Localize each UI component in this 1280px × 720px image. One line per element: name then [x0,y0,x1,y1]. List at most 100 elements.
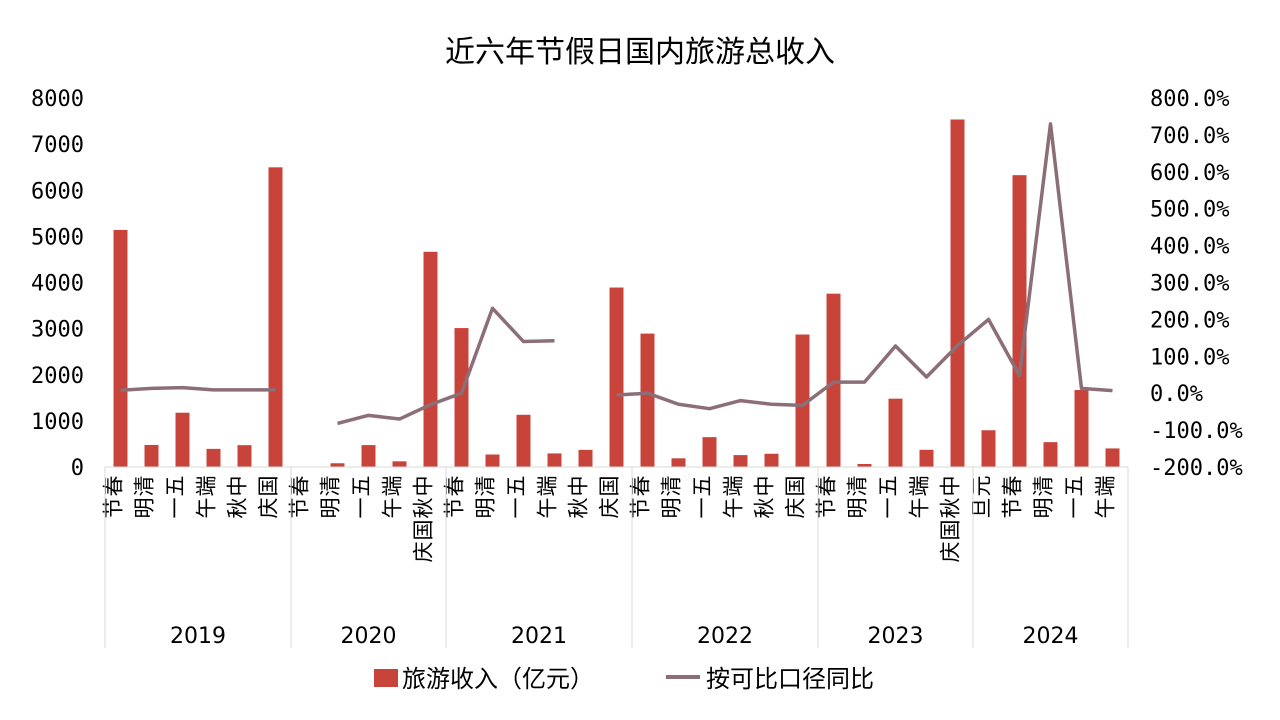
revenue-bar [888,398,903,467]
chart-title: 近六年节假日国内旅游总收入 [445,35,835,70]
revenue-bar [330,463,345,467]
right-tick-label: 300.0% [1150,272,1229,297]
revenue-bar [1043,442,1058,467]
left-tick-label: 2000 [31,364,84,389]
left-tick-label: 7000 [31,133,84,158]
category-label: 庆 [784,498,808,519]
category-label: 国 [412,520,436,541]
category-label: 秋 [753,498,777,519]
category-label: 庆 [412,542,436,563]
category-label: 五 [877,476,901,497]
category-label: 一 [350,498,374,519]
category-label: 端 [1094,476,1118,497]
revenue-bar [826,293,841,467]
category-label: 清 [474,476,498,497]
yoy-line-segment [616,122,1113,411]
year-label: 2023 [868,624,924,649]
category-label: 中 [412,476,436,497]
category-label: 春 [1001,476,1025,497]
revenue-bar [206,448,221,467]
category-label: 旦 [970,498,994,519]
category-label: 明 [1032,498,1056,519]
right-tick-label: -200.0% [1150,456,1243,481]
category-label: 春 [629,476,653,497]
revenue-bar [950,119,965,467]
revenue-bar [485,454,500,467]
category-label: 明 [474,498,498,519]
revenue-bar [857,464,872,467]
left-tick-label: 6000 [31,179,84,204]
bar-series [113,119,1120,468]
revenue-bar [1105,448,1120,467]
category-label: 明 [660,498,684,519]
category-label: 明 [846,498,870,519]
category-label: 节 [443,498,467,519]
year-label: 2020 [341,624,397,649]
category-label: 元 [970,476,994,497]
revenue-bar [733,455,748,467]
right-tick-label: -100.0% [1150,419,1243,444]
left-tick-label: 8000 [31,87,84,112]
category-label: 庆 [257,498,281,519]
category-label: 节 [102,498,126,519]
category-label: 端 [536,476,560,497]
year-label: 2019 [170,624,226,649]
category-label: 庆 [939,542,963,563]
category-label: 端 [908,476,932,497]
revenue-bar [764,453,779,467]
category-label: 明 [133,498,157,519]
revenue-bar [144,444,159,467]
category-label: 春 [102,476,126,497]
right-tick-label: 600.0% [1150,161,1229,186]
revenue-bar [1012,175,1027,468]
category-label: 中 [226,476,250,497]
category-label: 五 [350,476,374,497]
category-label: 五 [1063,476,1087,497]
category-label: 国 [784,476,808,497]
category-label: 庆 [598,498,622,519]
year-label: 2021 [511,624,567,649]
right-tick-label: 500.0% [1150,198,1229,223]
revenue-bar [237,445,252,467]
left-tick-label: 5000 [31,225,84,250]
category-label: 春 [288,476,312,497]
category-label: 端 [722,476,746,497]
revenue-bar [919,449,934,467]
revenue-bar [175,412,190,467]
left-tick-label: 0 [71,456,84,481]
left-tick-label: 1000 [31,410,84,435]
revenue-bar [113,229,128,467]
category-label: 节 [629,498,653,519]
category-label: 五 [164,476,188,497]
category-label: 一 [877,498,901,519]
revenue-bar [640,333,655,467]
yoy-line-segment [120,385,276,392]
category-label: 秋 [939,498,963,519]
category-label: 清 [1032,476,1056,497]
category-label: 一 [1063,498,1087,519]
revenue-bar [1074,390,1089,467]
right-tick-label: 700.0% [1150,124,1229,149]
right-y-axis: -200.0% -100.0% 0.0% 100.0% 200.0% 300.0% 400.… [1150,87,1243,481]
category-label: 节 [815,498,839,519]
revenue-bar [268,167,283,468]
revenue-bar [392,461,407,467]
category-label: 秋 [226,498,250,519]
category-label: 春 [815,476,839,497]
category-label: 国 [257,476,281,497]
left-y-axis: 0 1000 2000 3000 4000 5000 6000 7000 8000 [31,87,84,481]
category-label: 春 [443,476,467,497]
category-label: 清 [133,476,157,497]
yoy-line-segment [337,306,555,426]
revenue-bar [423,251,438,467]
left-tick-label: 3000 [31,318,84,343]
category-label: 节 [1001,498,1025,519]
category-label: 国 [598,476,622,497]
category-label: 午 [1094,498,1118,519]
category-label: 午 [908,498,932,519]
category-label: 中 [939,476,963,497]
category-label: 五 [691,476,715,497]
category-label: 一 [505,498,529,519]
